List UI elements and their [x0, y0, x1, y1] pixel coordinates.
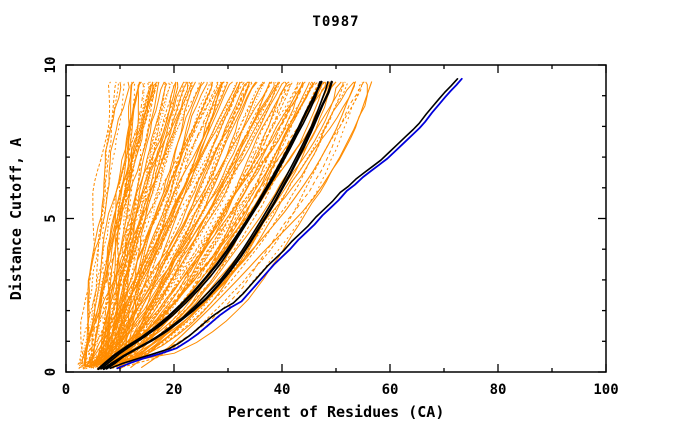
- model-curve: [99, 81, 279, 369]
- model-curve: [119, 81, 290, 364]
- model-curve: [92, 81, 287, 365]
- x-axis-label: Percent of Residues (CA): [227, 403, 445, 421]
- series-black-thick-2: [97, 80, 323, 371]
- model-curve: [100, 81, 125, 364]
- chart-title: T0987: [312, 14, 360, 30]
- series-blue-reference: [116, 77, 463, 370]
- series-orange-outlier-1: [141, 81, 373, 368]
- model-curve: [117, 81, 363, 369]
- model-curve: [119, 81, 169, 367]
- model-curve: [87, 81, 233, 364]
- model-curve: [101, 81, 225, 364]
- model-curve: [99, 81, 154, 365]
- model-curve: [114, 81, 306, 364]
- x-tick-label: 100: [593, 382, 618, 398]
- orange-ensemble-curves: [77, 81, 368, 370]
- model-curve: [91, 81, 117, 367]
- model-curve: [116, 81, 250, 364]
- model-curve: [86, 81, 316, 367]
- model-curve: [112, 81, 211, 366]
- model-curve: [96, 81, 326, 364]
- model-curve: [91, 81, 275, 366]
- y-tick-label: 0: [43, 368, 59, 376]
- model-curve: [87, 81, 238, 367]
- model-curve: [118, 81, 271, 367]
- model-curve: [105, 81, 365, 365]
- x-axis-ticks: [65, 65, 607, 372]
- model-curve: [122, 81, 177, 366]
- model-curve: [95, 81, 224, 368]
- model-curve: [107, 81, 141, 365]
- model-curve: [89, 81, 299, 368]
- axes: [65, 64, 607, 373]
- model-curve: [106, 81, 140, 367]
- model-curve: [83, 81, 130, 367]
- model-curve: [85, 81, 142, 365]
- x-tick-label: 60: [382, 382, 399, 398]
- model-curve: [113, 81, 348, 364]
- model-curve: [80, 81, 111, 365]
- x-tick-label: 20: [166, 382, 183, 398]
- model-curve: [120, 81, 166, 369]
- model-curve: [111, 81, 294, 367]
- model-curve: [100, 81, 229, 367]
- model-curve: [121, 81, 224, 369]
- x-tick-label: 0: [62, 382, 70, 398]
- model-curve: [112, 81, 203, 365]
- series-black-thick-1: [102, 80, 333, 371]
- model-curve: [84, 81, 154, 367]
- model-curve: [102, 81, 222, 369]
- series-orange-outlier-2: [130, 81, 356, 368]
- y-axis-label: Distance Cutoff, A: [7, 137, 25, 301]
- model-curve: [85, 81, 299, 368]
- y-tick-label: 10: [43, 57, 59, 74]
- model-curve: [77, 81, 243, 365]
- series-black-long-thin: [109, 78, 459, 370]
- model-curve: [99, 81, 165, 370]
- model-curve: [118, 81, 316, 368]
- model-curve: [80, 81, 200, 365]
- tick-labels: 0 20 40 60 80 100 0 5 10: [43, 57, 619, 398]
- x-tick-label: 80: [490, 382, 507, 398]
- model-curve: [87, 81, 314, 364]
- model-curve: [92, 81, 219, 367]
- model-curve: [94, 81, 219, 367]
- model-curve: [87, 81, 250, 367]
- model-curve: [106, 81, 257, 366]
- model-curve: [102, 81, 189, 369]
- model-curve: [112, 81, 245, 366]
- model-curve: [123, 81, 205, 366]
- model-curve: [118, 81, 364, 364]
- model-curve: [114, 81, 152, 364]
- y-axis-ticks: [66, 64, 606, 373]
- model-curve: [113, 81, 344, 365]
- curves-layer: [77, 77, 463, 371]
- model-curve: [90, 81, 346, 369]
- model-curve: [96, 81, 264, 370]
- y-tick-label: 5: [43, 214, 59, 222]
- model-curve: [114, 81, 250, 367]
- model-curve: [118, 81, 171, 366]
- model-curve: [104, 81, 135, 365]
- model-curve: [78, 81, 273, 369]
- model-curve: [113, 81, 281, 367]
- model-curve: [100, 81, 214, 369]
- model-curve: [83, 81, 122, 367]
- model-curve: [121, 81, 156, 365]
- model-curve: [109, 81, 258, 369]
- x-tick-label: 40: [274, 382, 291, 398]
